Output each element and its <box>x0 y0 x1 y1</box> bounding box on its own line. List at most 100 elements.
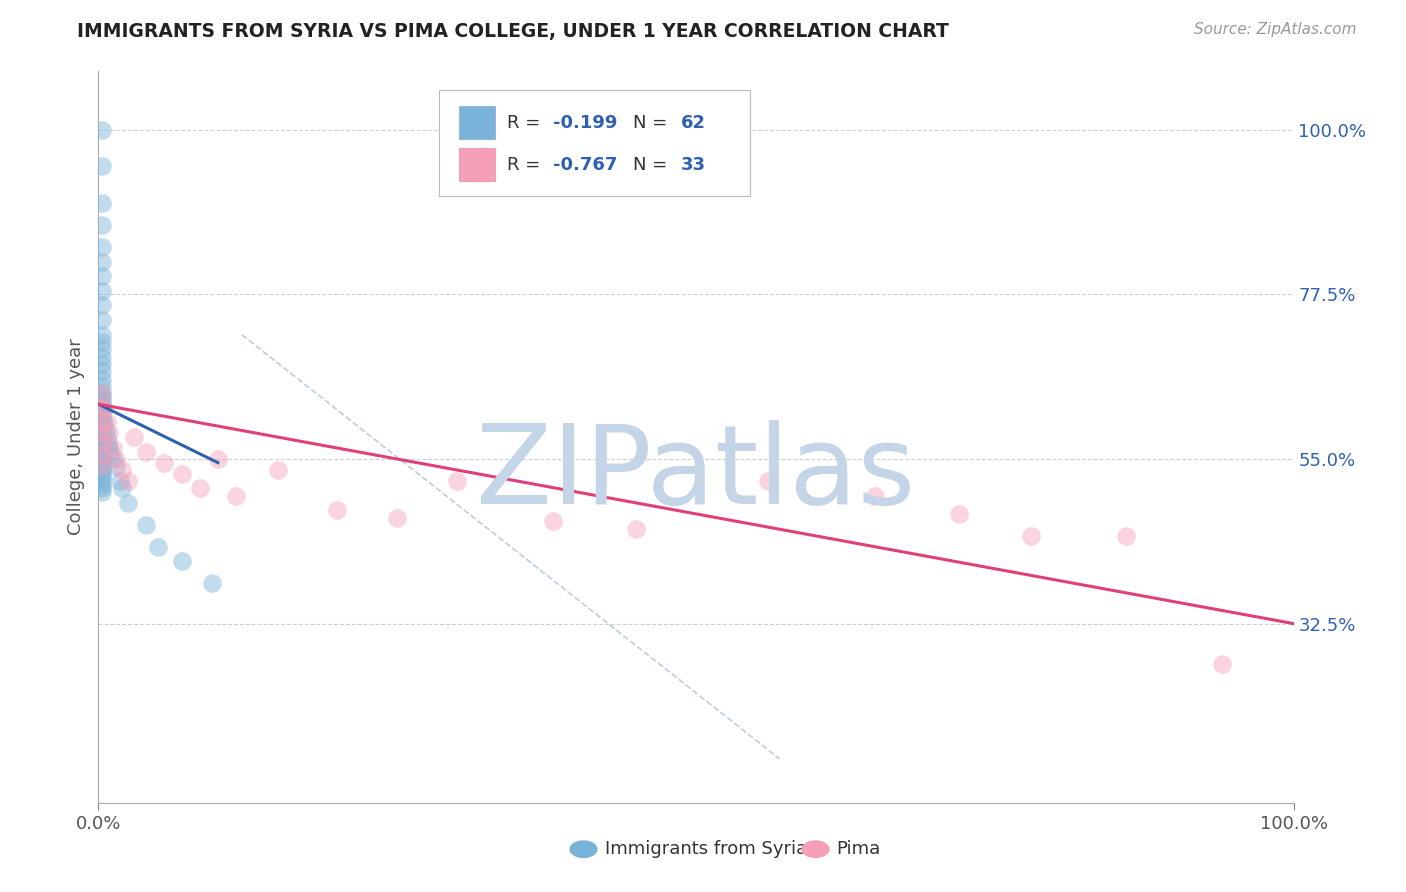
Point <box>948 507 970 521</box>
Point <box>91 350 114 364</box>
Point <box>91 448 114 462</box>
Point <box>124 430 146 444</box>
Point <box>91 463 114 477</box>
Point <box>91 379 114 393</box>
Point <box>91 397 114 411</box>
Point <box>91 430 114 444</box>
Text: -0.199: -0.199 <box>553 114 617 132</box>
Point <box>91 416 114 430</box>
Point <box>91 467 114 481</box>
FancyBboxPatch shape <box>439 90 749 195</box>
Point <box>91 240 114 254</box>
Point <box>91 456 114 470</box>
Point <box>91 441 114 455</box>
Point <box>91 452 114 467</box>
Point <box>91 404 114 418</box>
Point <box>91 408 114 422</box>
Point <box>148 540 170 554</box>
Point <box>91 401 114 415</box>
Point <box>91 481 114 495</box>
Point <box>117 496 139 510</box>
Point <box>207 452 229 467</box>
Text: 33: 33 <box>681 156 706 174</box>
Point <box>91 485 114 500</box>
Point <box>91 334 114 349</box>
Point <box>172 467 194 481</box>
Point <box>91 196 114 211</box>
Point <box>93 401 115 415</box>
Point <box>91 426 114 441</box>
Point <box>96 430 118 444</box>
Text: Source: ZipAtlas.com: Source: ZipAtlas.com <box>1194 22 1357 37</box>
Point <box>91 218 114 232</box>
Point <box>98 444 122 458</box>
Text: Immigrants from Syria: Immigrants from Syria <box>605 840 807 858</box>
Point <box>91 327 114 342</box>
Point <box>101 441 124 455</box>
Text: ZIPatlas: ZIPatlas <box>477 420 915 527</box>
Point <box>91 160 114 174</box>
Text: R =: R = <box>508 156 546 174</box>
Point <box>93 416 115 430</box>
Point <box>91 437 114 451</box>
Point <box>91 448 114 462</box>
Point <box>108 474 131 488</box>
Point <box>91 284 114 298</box>
Point <box>225 489 247 503</box>
Point <box>91 459 114 474</box>
Point <box>91 343 114 357</box>
Point <box>91 434 114 448</box>
Point <box>626 521 648 535</box>
Point <box>91 419 114 434</box>
Point <box>91 416 114 430</box>
Point <box>105 459 128 474</box>
Point <box>91 123 114 137</box>
Point <box>135 517 157 532</box>
Point <box>111 463 134 477</box>
Text: 62: 62 <box>681 114 706 132</box>
Point <box>91 401 114 415</box>
Point <box>188 481 211 495</box>
Point <box>105 452 128 467</box>
Point <box>91 474 114 488</box>
Point <box>111 481 134 495</box>
Text: R =: R = <box>508 114 546 132</box>
Point <box>91 313 114 327</box>
Point <box>91 437 114 451</box>
Y-axis label: College, Under 1 year: College, Under 1 year <box>66 339 84 535</box>
Point <box>117 474 139 488</box>
Bar <box>460 106 495 139</box>
Point <box>91 459 114 474</box>
Point <box>91 386 114 401</box>
Point <box>91 444 114 458</box>
Point <box>541 514 564 528</box>
Point <box>1115 529 1137 543</box>
Point <box>865 489 887 503</box>
Text: -0.767: -0.767 <box>553 156 617 174</box>
Text: Pima: Pima <box>837 840 880 858</box>
Point <box>91 401 114 415</box>
Point <box>98 441 121 455</box>
Point <box>1019 529 1042 543</box>
Point <box>201 576 224 591</box>
Point <box>96 416 118 430</box>
Point <box>1211 657 1233 671</box>
Point <box>91 477 114 491</box>
Point <box>91 393 114 408</box>
Text: N =: N = <box>633 156 672 174</box>
Point <box>91 470 114 484</box>
Point <box>385 510 409 524</box>
Point <box>267 463 290 477</box>
Point <box>91 254 114 268</box>
Point <box>91 269 114 284</box>
Point <box>91 371 114 385</box>
Point <box>91 357 114 371</box>
Point <box>756 474 779 488</box>
Point <box>153 456 176 470</box>
Point <box>91 412 114 426</box>
Point <box>172 554 194 568</box>
Point <box>91 390 114 404</box>
Point <box>326 503 349 517</box>
Point <box>94 423 117 437</box>
Point <box>98 426 121 441</box>
